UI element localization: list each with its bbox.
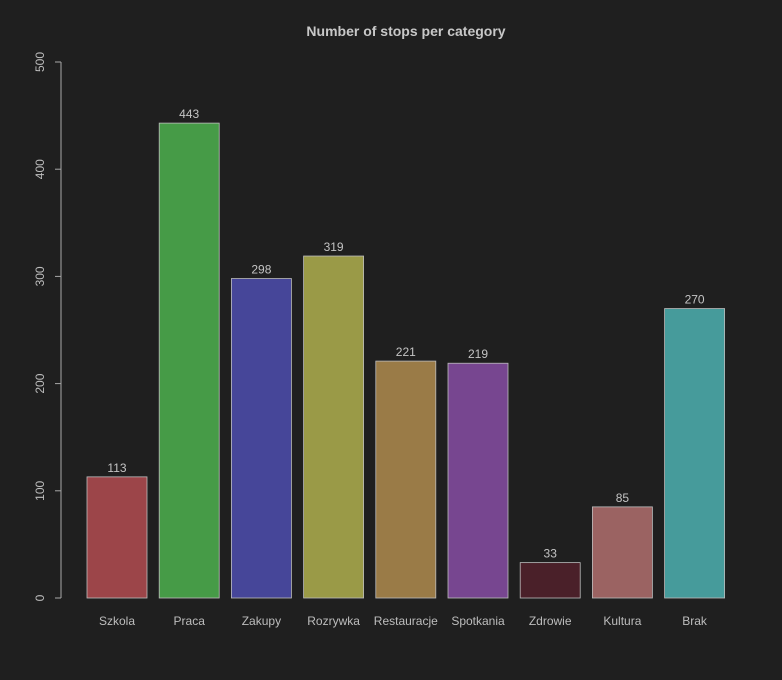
y-tick-label: 500 xyxy=(33,52,47,72)
bar-zdrowie xyxy=(519,562,581,599)
data-label: 270 xyxy=(685,293,705,307)
data-label: 443 xyxy=(179,107,199,121)
y-tick-label: 400 xyxy=(33,159,47,179)
x-tick-label: Rozrywka xyxy=(307,614,360,628)
y-axis: 0 100 200 300 400 500 xyxy=(33,52,62,601)
bar-praca xyxy=(158,122,220,599)
data-label: 219 xyxy=(468,347,488,361)
bars-group xyxy=(86,122,725,599)
data-label: 85 xyxy=(616,491,630,505)
y-tick-label: 0 xyxy=(33,594,47,601)
bar-szkola xyxy=(86,476,148,599)
x-tick-label: Zakupy xyxy=(242,614,281,628)
x-tick-label: Szkola xyxy=(99,614,135,628)
x-tick-label: Restauracje xyxy=(374,614,438,628)
x-tick-label: Brak xyxy=(682,614,708,628)
x-tick-label: Spotkania xyxy=(451,614,505,628)
x-tick-label: Zdrowie xyxy=(529,614,572,628)
value-labels-group: 113 443 298 319 221 219 33 85 270 xyxy=(107,107,705,561)
bar-restauracje xyxy=(375,360,437,599)
x-tick-label: Kultura xyxy=(603,614,641,628)
data-label: 113 xyxy=(107,461,126,475)
bar-kultura xyxy=(592,506,653,599)
x-tick-label: Praca xyxy=(174,614,206,628)
data-label: 221 xyxy=(396,345,416,359)
data-label: 33 xyxy=(544,547,558,561)
category-labels-group: Szkola Praca Zakupy Rozrywka Restauracje Spot… xyxy=(99,614,708,628)
bar-rozrywka xyxy=(303,255,365,599)
chart-title: Number of stops per category xyxy=(306,23,505,39)
bar-brak xyxy=(664,308,725,599)
data-label: 319 xyxy=(324,240,344,254)
data-label: 298 xyxy=(251,263,271,277)
y-tick-label: 300 xyxy=(33,266,47,286)
y-tick-label: 100 xyxy=(33,480,47,500)
bar-zakupy xyxy=(230,278,292,599)
y-tick-label: 200 xyxy=(33,373,47,393)
bar-spotkania xyxy=(447,362,509,599)
